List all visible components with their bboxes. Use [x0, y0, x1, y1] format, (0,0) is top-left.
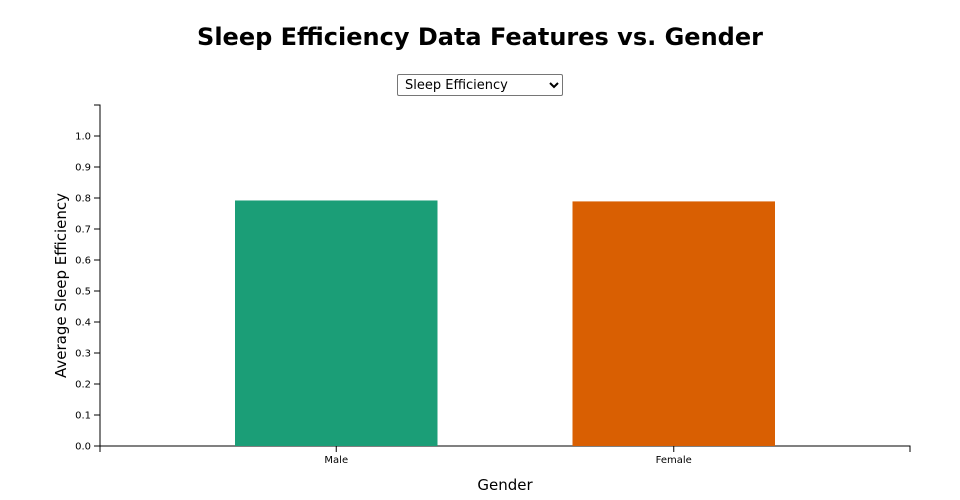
y-tick-label: 1.0: [75, 132, 91, 143]
y-tick-label: 0.6: [75, 256, 91, 267]
bars: [235, 200, 775, 446]
y-axis: 0.0 0.1 0.2 0.3 0.4 0.5 0.6 0.7 0.8 0.9 1.0: [75, 104, 101, 453]
bar-female[interactable]: [572, 201, 776, 446]
y-tick-label: 0.8: [75, 194, 91, 205]
y-tick-label: 0.7: [75, 225, 91, 236]
page-title: Sleep Efficiency Data Features vs. Gende…: [197, 23, 763, 51]
x-axis-line: [99, 445, 911, 452]
x-tick-label: Female: [656, 455, 692, 466]
y-tick-label: 0.0: [75, 442, 91, 453]
y-tick-label: 0.9: [75, 163, 91, 174]
y-axis-title: Average Sleep Efficiency: [52, 193, 70, 378]
y-axis-line: [94, 104, 101, 447]
x-axis: Male Female: [99, 445, 911, 466]
y-tick-label: 0.4: [75, 318, 91, 329]
feature-select[interactable]: Sleep Efficiency: [397, 74, 563, 96]
y-tick-label: 0.5: [75, 287, 91, 298]
y-tick-label: 0.3: [75, 349, 91, 360]
x-tick-label: Male: [324, 455, 348, 466]
bar-male[interactable]: [235, 200, 438, 446]
y-tick-label: 0.1: [75, 411, 91, 422]
x-axis-title: Gender: [477, 476, 533, 494]
y-tick-label: 0.2: [75, 380, 91, 391]
